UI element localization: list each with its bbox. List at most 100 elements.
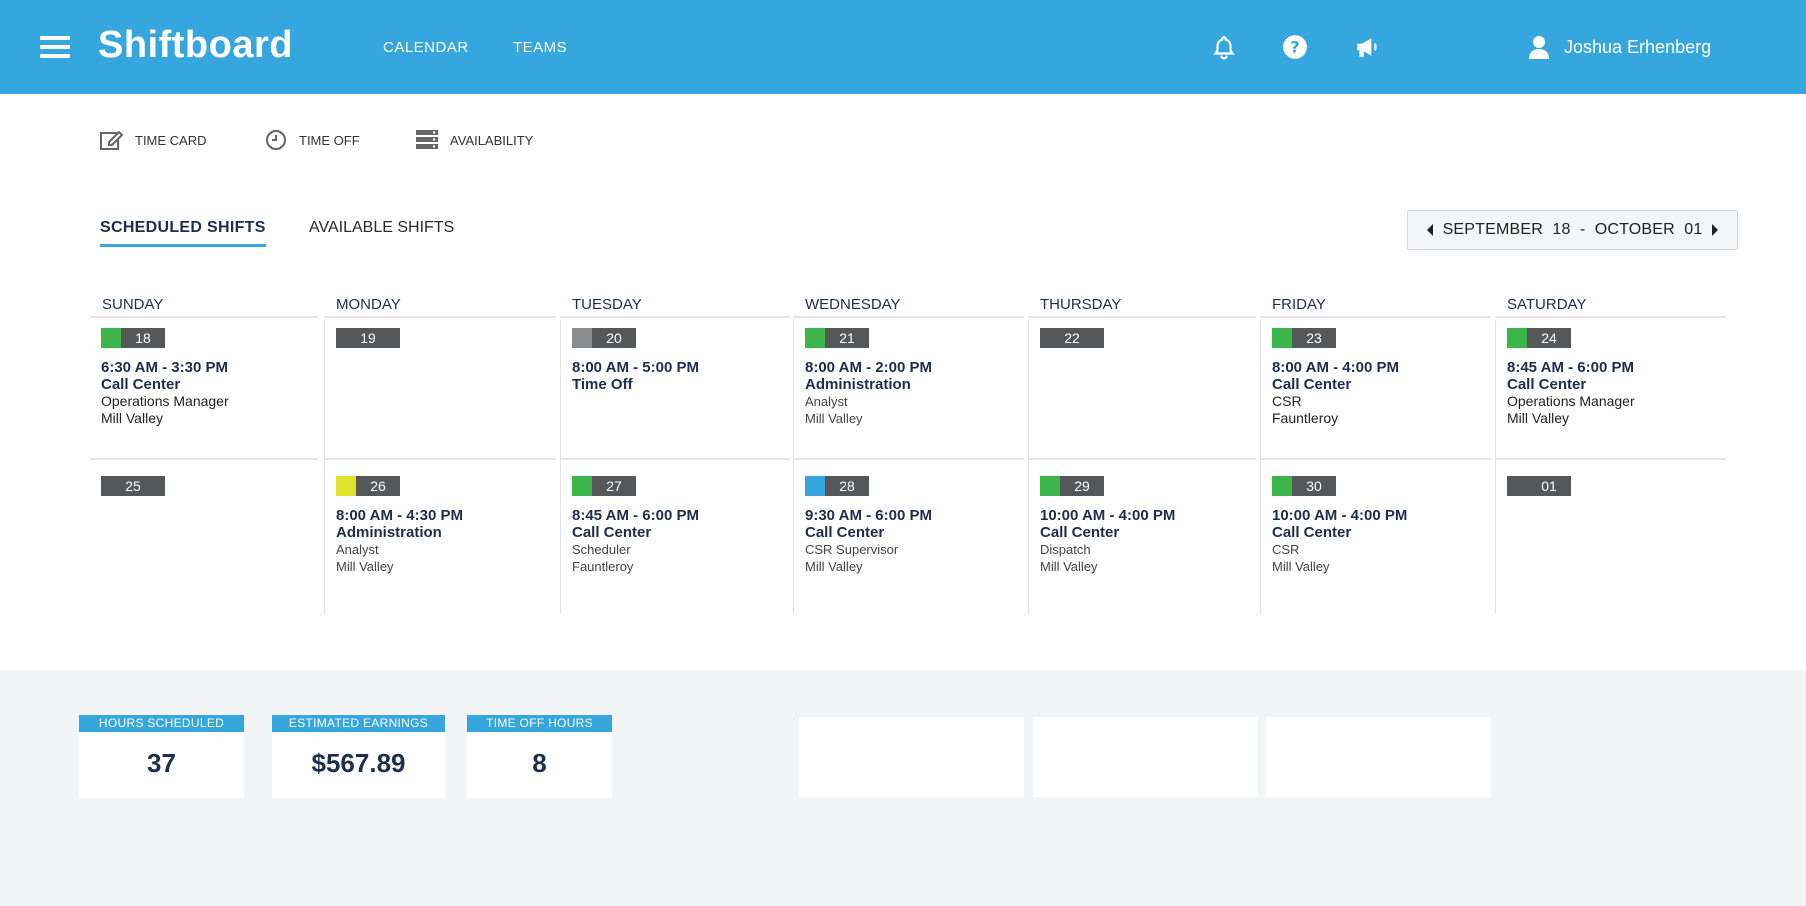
shift-status-swatch (1272, 328, 1292, 348)
shift-role: Scheduler (572, 542, 631, 557)
day-header-tuesday: TUESDAY (560, 296, 789, 318)
brand-logo[interactable]: Shiftboard (98, 24, 293, 66)
shift-entry[interactable]: 8:00 AM - 2:00 PM Administration Analyst Mi… (805, 359, 1024, 427)
calendar-day-cell[interactable]: 23 8:00 AM - 4:00 PM Call Center CSR Fauntle… (1260, 320, 1491, 466)
shift-site: Mill Valley (336, 559, 394, 574)
stat-time-off-hours: TIME OFF HOURS 8 (467, 715, 612, 798)
shift-role: Operations Manager (101, 393, 229, 409)
date-badge[interactable]: 24 (1507, 328, 1726, 348)
stat-value: $567.89 (311, 748, 406, 778)
user-menu[interactable]: Joshua Erhenberg (1528, 34, 1711, 60)
shift-location: Call Center (101, 376, 181, 393)
date-number: 30 (1292, 476, 1336, 496)
date-badge[interactable]: 25 (101, 476, 318, 496)
megaphone-icon[interactable] (1354, 34, 1380, 60)
date-number: 28 (825, 476, 869, 496)
shift-site: Mill Valley (1040, 559, 1098, 574)
week-divider (324, 458, 556, 460)
date-badge[interactable]: 30 (1272, 476, 1491, 496)
date-range-selector: SEPTEMBER 18 - OCTOBER 01 (1407, 210, 1738, 250)
date-badge[interactable]: 27 (572, 476, 789, 496)
calendar-day-cell[interactable]: 22 (1028, 320, 1256, 466)
date-number: 29 (1060, 476, 1104, 496)
bell-icon[interactable] (1211, 34, 1237, 60)
day-header-wednesday: WEDNESDAY (793, 296, 1024, 318)
calendar-day-cell[interactable]: 27 8:45 AM - 6:00 PM Call Center Scheduler F… (560, 460, 789, 614)
date-badge[interactable]: 20 (572, 328, 789, 348)
shift-status-swatch (572, 328, 592, 348)
time-off-link[interactable]: TIME OFF (263, 128, 360, 152)
shift-role: CSR Supervisor (805, 542, 899, 557)
date-number: 01 (1527, 476, 1571, 496)
date-badge[interactable]: 19 (336, 328, 556, 348)
calendar-day-cell[interactable]: 25 (90, 460, 318, 614)
shift-entry[interactable]: 10:00 AM - 4:00 PM Call Center Dispatch Mil… (1040, 507, 1256, 575)
top-bar: Shiftboard CALENDAR TEAMS ? Joshua Erhen… (0, 0, 1806, 94)
shift-entry[interactable]: 9:30 AM - 6:00 PM Call Center CSR Supervis… (805, 507, 1024, 575)
calendar-day-cell[interactable]: 24 8:45 AM - 6:00 PM Call Center Operations… (1495, 320, 1726, 466)
week-divider (1260, 458, 1491, 460)
shift-site: Mill Valley (101, 410, 163, 426)
range-end-month: OCTOBER (1594, 221, 1675, 238)
date-number: 27 (592, 476, 636, 496)
calendar-day-cell[interactable]: 29 10:00 AM - 4:00 PM Call Center Dispatch M… (1028, 460, 1256, 614)
shift-location: Time Off (572, 376, 633, 393)
date-badge[interactable]: 23 (1272, 328, 1491, 348)
previous-arrow-icon[interactable] (1420, 220, 1440, 240)
shift-role: CSR (1272, 542, 1300, 557)
shift-entry[interactable]: 8:00 AM - 4:00 PM Call Center CSR Fauntlero… (1272, 359, 1491, 427)
calendar-day-cell[interactable]: 01 (1495, 460, 1726, 614)
shift-location: Call Center (1507, 376, 1587, 393)
date-badge[interactable]: 21 (805, 328, 1024, 348)
shift-role: Dispatch (1040, 542, 1091, 557)
shift-status-swatch (1040, 476, 1060, 496)
shift-entry[interactable]: 8:00 AM - 4:30 PM Administration Analyst Mi… (336, 507, 556, 575)
shift-entry[interactable]: 10:00 AM - 4:00 PM Call Center CSR Mill Val… (1272, 507, 1491, 575)
shift-status-swatch (336, 476, 356, 496)
shift-entry[interactable]: 8:45 AM - 6:00 PM Call Center Scheduler Fau… (572, 507, 789, 575)
shift-entry[interactable]: 8:00 AM - 5:00 PM Time Off (572, 359, 789, 393)
calendar-day-cell[interactable]: 26 8:00 AM - 4:30 PM Administration Analyst… (324, 460, 556, 614)
stat-hours-scheduled: HOURS SCHEDULED 37 (79, 715, 244, 798)
day-header-saturday: SATURDAY (1495, 296, 1726, 318)
date-badge[interactable]: 01 (1507, 476, 1726, 496)
menu-icon[interactable] (40, 36, 70, 58)
calendar-day-cell[interactable]: 20 8:00 AM - 5:00 PM Time Off (560, 320, 789, 466)
nav-calendar[interactable]: CALENDAR (383, 39, 469, 56)
shift-status-swatch (572, 476, 592, 496)
calendar-day-cell[interactable]: 28 9:30 AM - 6:00 PM Call Center CSR Superv… (793, 460, 1024, 614)
shift-location: Call Center (805, 524, 885, 541)
availability-link[interactable]: AVAILABILITY (414, 128, 533, 152)
stat-value: 8 (532, 748, 547, 778)
calendar-day-cell[interactable]: 18 6:30 AM - 3:30 PM Call Center Operations… (90, 320, 318, 466)
date-badge[interactable]: 18 (101, 328, 318, 348)
date-badge[interactable]: 28 (805, 476, 1024, 496)
stat-label: HOURS SCHEDULED (79, 715, 244, 732)
date-badge[interactable]: 22 (1040, 328, 1256, 348)
calendar-day-cell[interactable]: 30 10:00 AM - 4:00 PM Call Center CSR Mill V… (1260, 460, 1491, 614)
tab-scheduled-shifts[interactable]: SCHEDULED SHIFTS (100, 219, 266, 247)
day-header-thursday: THURSDAY (1028, 296, 1256, 318)
week-divider (90, 458, 318, 460)
date-badge[interactable]: 26 (336, 476, 556, 496)
summary-panel: HOURS SCHEDULED 37 ESTIMATED EARNINGS $5… (0, 670, 1806, 906)
shift-site: Mill Valley (1272, 559, 1330, 574)
nav-teams[interactable]: TEAMS (513, 39, 568, 56)
shift-site: Mill Valley (805, 411, 863, 426)
next-arrow-icon[interactable] (1705, 220, 1725, 240)
calendar-day-cell[interactable]: 21 8:00 AM - 2:00 PM Administration Analyst… (793, 320, 1024, 466)
date-badge[interactable]: 29 (1040, 476, 1256, 496)
tab-available-shifts[interactable]: AVAILABLE SHIFTS (309, 219, 455, 236)
shift-entry[interactable]: 8:45 AM - 6:00 PM Call Center Operations M… (1507, 359, 1726, 427)
range-separator: - (1579, 221, 1586, 238)
shift-time: 8:00 AM - 4:00 PM (1272, 359, 1399, 376)
calendar-day-cell[interactable]: 19 (324, 320, 556, 466)
shift-role: Analyst (805, 394, 848, 409)
shift-time: 6:30 AM - 3:30 PM (101, 359, 228, 376)
date-number: 20 (592, 328, 636, 348)
week-divider (560, 458, 789, 460)
empty-card (1266, 717, 1491, 797)
time-card-link[interactable]: TIME CARD (99, 128, 207, 152)
shift-entry[interactable]: 6:30 AM - 3:30 PM Call Center Operations M… (101, 359, 318, 427)
help-icon[interactable]: ? (1282, 34, 1308, 60)
